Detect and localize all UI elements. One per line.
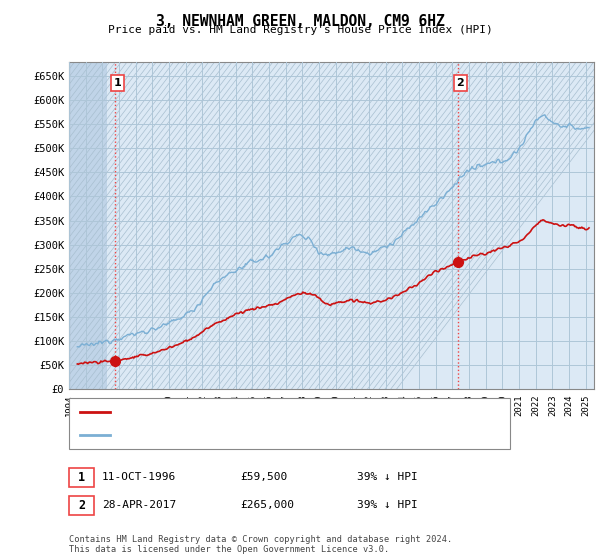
Bar [69, 62, 107, 389]
Text: Contains HM Land Registry data © Crown copyright and database right 2024.
This d: Contains HM Land Registry data © Crown c… [69, 535, 452, 554]
Text: 28-APR-2017: 28-APR-2017 [102, 500, 176, 510]
Text: 11-OCT-1996: 11-OCT-1996 [102, 472, 176, 482]
Text: 39% ↓ HPI: 39% ↓ HPI [357, 472, 418, 482]
Text: Price paid vs. HM Land Registry's House Price Index (HPI): Price paid vs. HM Land Registry's House … [107, 25, 493, 35]
Text: 39% ↓ HPI: 39% ↓ HPI [357, 500, 418, 510]
Text: 2: 2 [457, 78, 464, 88]
Text: 1: 1 [114, 78, 122, 88]
Text: 3, NEWNHAM GREEN, MALDON, CM9 6HZ (detached house): 3, NEWNHAM GREEN, MALDON, CM9 6HZ (detac… [114, 407, 414, 417]
Text: HPI: Average price, detached house, Maldon: HPI: Average price, detached house, Mald… [114, 430, 366, 440]
Text: £265,000: £265,000 [240, 500, 294, 510]
Text: 1: 1 [78, 470, 85, 484]
Text: 2: 2 [78, 498, 85, 512]
Text: £59,500: £59,500 [240, 472, 287, 482]
Text: 3, NEWNHAM GREEN, MALDON, CM9 6HZ: 3, NEWNHAM GREEN, MALDON, CM9 6HZ [155, 14, 445, 29]
